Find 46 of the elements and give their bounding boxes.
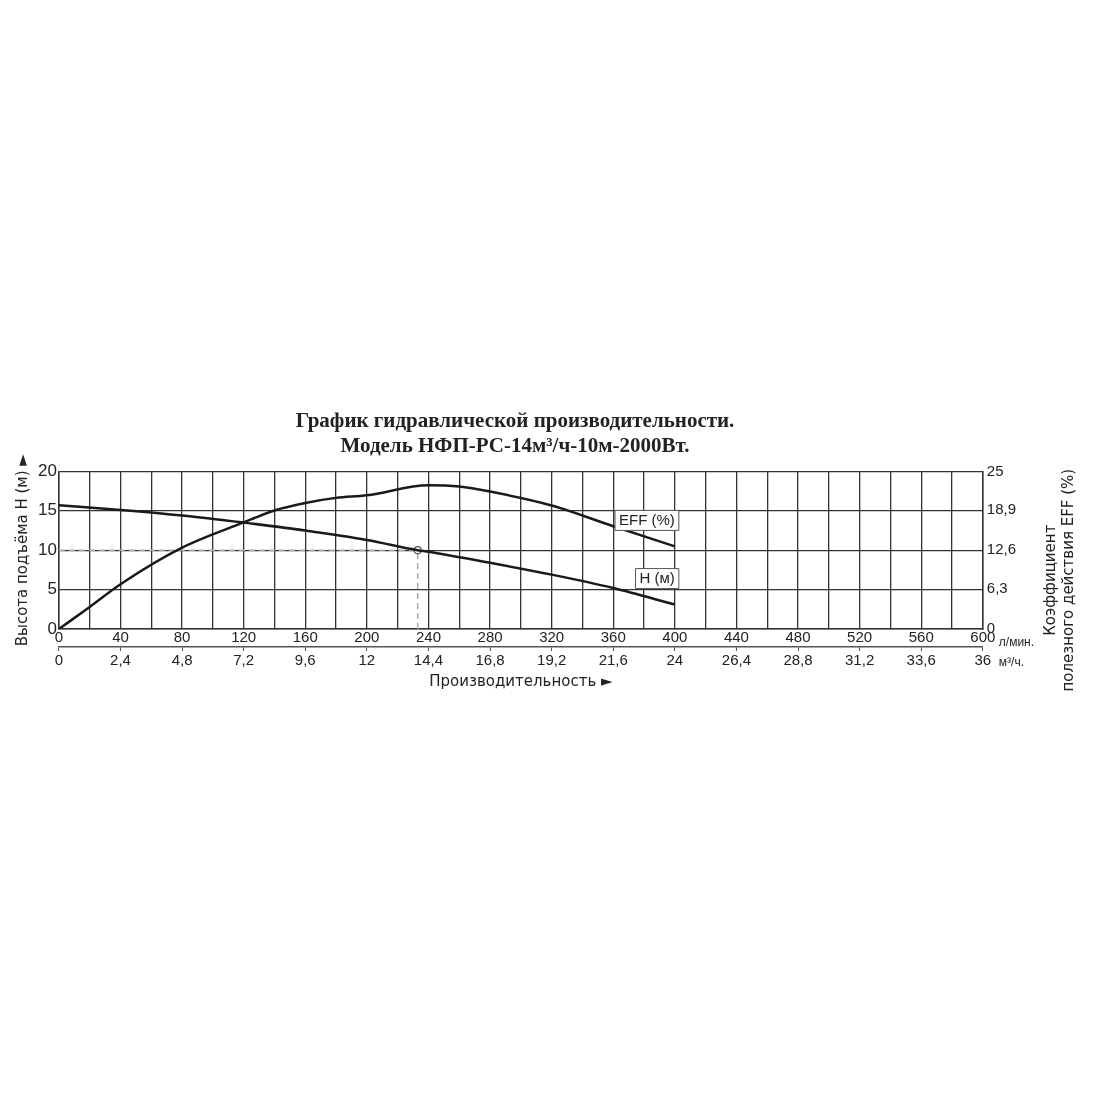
y2-tick-label: 6,3 <box>986 579 1008 597</box>
x-tick-label: 360 <box>600 628 626 646</box>
x2-tick-label: 21,6 <box>598 651 628 669</box>
x2-tick-label: 31,2 <box>845 651 875 669</box>
x-tick-label: 240 <box>415 628 441 646</box>
x2-tick-label: 26,4 <box>721 651 752 669</box>
x2-tick-label: 36 <box>974 651 992 669</box>
x-tick-label: 560 <box>908 628 934 646</box>
x-axis-title: Производительность ► <box>429 671 613 690</box>
x-tick-label: 480 <box>785 628 811 646</box>
chart-title: График гидравлической производительности. Модель НФП-РС-14м³/ч-10м-2000Вт. <box>295 408 735 458</box>
x-tick-label: 80 <box>173 628 191 646</box>
x-tick-label: 280 <box>477 628 503 646</box>
y-axis-title: Высота подъёма H (м) ► <box>12 453 31 647</box>
x-tick-label: 40 <box>112 628 129 646</box>
x2-tick-label: 12 <box>358 651 376 669</box>
series-label: H (м) <box>639 568 675 586</box>
x2-tick-label: 33,6 <box>906 651 936 669</box>
x2-tick-label: 14,4 <box>413 651 444 669</box>
x2-tick-label: 19,2 <box>537 651 567 669</box>
y2-tick-label: 18,9 <box>986 500 1017 517</box>
x-tick-label: 120 <box>231 628 257 646</box>
y-tick-label: 5 <box>47 579 57 599</box>
y2-axis-title: Коэффициент полезного действия EFF (%) <box>1040 468 1077 692</box>
x2-tick-label: 4,8 <box>171 651 193 669</box>
text: л/мин. <box>998 635 1035 650</box>
y2-tick-label: 12,6 <box>986 539 1017 557</box>
x-tick-label: 320 <box>539 628 565 646</box>
x2-tick-label: 16,8 <box>475 651 505 669</box>
y-tick-label: 20 <box>37 461 57 481</box>
x-tick-label: 400 <box>662 628 688 646</box>
x2-tick-label: 24 <box>666 651 684 669</box>
y-tick-label: 10 <box>37 539 57 559</box>
x-tick-label: 520 <box>847 628 873 646</box>
y2-tick-label: 25 <box>986 461 1004 479</box>
x2-tick-label: 7,2 <box>233 651 255 669</box>
y-tick-label: 15 <box>37 500 57 520</box>
text: м³/ч. <box>998 655 1024 670</box>
series-label: EFF (%) <box>619 510 675 528</box>
x2-tick-label: 28,8 <box>783 651 813 669</box>
x-tick-label: 200 <box>354 628 380 646</box>
line-series <box>58 484 677 629</box>
x-tick-label: 160 <box>292 628 318 646</box>
x-tick-label: 440 <box>723 628 749 646</box>
x2-tick-label: 9,6 <box>294 651 316 669</box>
x2-tick-label: 2,4 <box>110 651 131 669</box>
